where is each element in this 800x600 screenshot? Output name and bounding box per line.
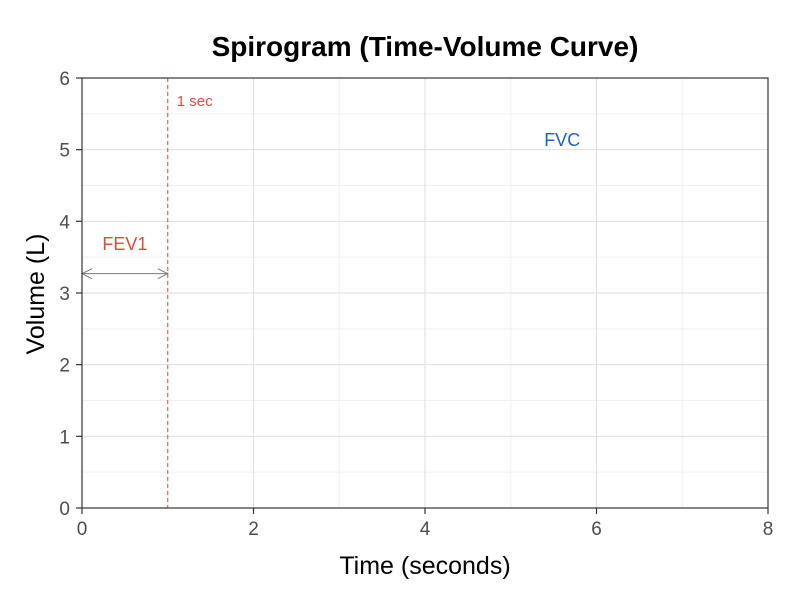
y-tick-label: 5	[59, 141, 70, 162]
x-tick-label: 8	[763, 519, 774, 540]
y-tick-label: 4	[59, 212, 70, 233]
y-tick-label: 0	[59, 499, 70, 520]
annotations: 1 sec FEV1 FVC	[80, 78, 580, 508]
x-tick-label: 6	[591, 519, 602, 540]
x-tick-label: 4	[420, 519, 431, 540]
chart-title: Spirogram (Time-Volume Curve)	[212, 31, 639, 62]
y-tick-label: 3	[59, 284, 70, 305]
x-axis-title: Time (seconds)	[339, 552, 510, 580]
fvc-label: FVC	[544, 130, 580, 150]
axes	[76, 77, 769, 514]
fev1-arrowhead-right	[157, 268, 169, 280]
x-tick-label: 2	[248, 519, 259, 540]
x-tick-label: 0	[77, 519, 88, 540]
grid-lines	[81, 77, 769, 509]
y-tick-label: 6	[59, 69, 70, 90]
tick-labels: 0 2 4 6 8 0 1 2 3 4 5 6	[59, 69, 773, 540]
one-second-label: 1 sec	[177, 93, 213, 110]
y-tick-label: 1	[59, 427, 70, 448]
y-tick-label: 2	[59, 356, 70, 377]
y-axis-title: Volume (L)	[22, 234, 50, 355]
fev1-label: FEV1	[102, 234, 147, 254]
